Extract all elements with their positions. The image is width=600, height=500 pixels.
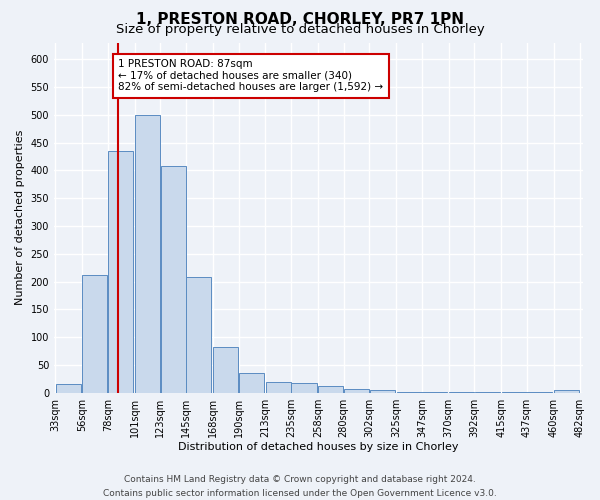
Bar [161,166,186,392]
Bar [266,382,291,392]
Bar [135,115,160,392]
Bar [213,346,238,393]
Bar [187,277,211,392]
Text: 1, PRESTON ROAD, CHORLEY, PR7 1PN: 1, PRESTON ROAD, CHORLEY, PR7 1PN [136,12,464,26]
Text: Contains HM Land Registry data © Crown copyright and database right 2024.
Contai: Contains HM Land Registry data © Crown c… [103,476,497,498]
X-axis label: Distribution of detached houses by size in Chorley: Distribution of detached houses by size … [178,442,459,452]
Text: Size of property relative to detached houses in Chorley: Size of property relative to detached ho… [116,22,484,36]
Bar [370,390,395,392]
Bar [554,390,579,392]
Y-axis label: Number of detached properties: Number of detached properties [15,130,25,306]
Bar [82,275,107,392]
Bar [56,384,80,392]
Bar [344,390,369,392]
Text: 1 PRESTON ROAD: 87sqm
← 17% of detached houses are smaller (340)
82% of semi-det: 1 PRESTON ROAD: 87sqm ← 17% of detached … [118,59,383,92]
Bar [292,384,317,392]
Bar [318,386,343,392]
Bar [239,372,264,392]
Bar [108,151,133,392]
